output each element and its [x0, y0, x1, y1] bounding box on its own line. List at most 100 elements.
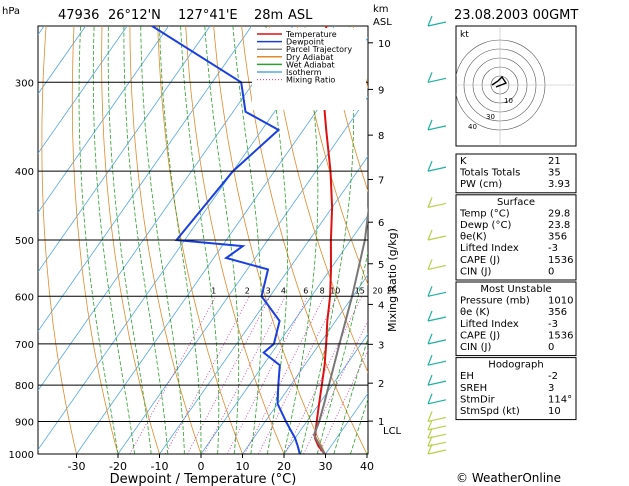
hodograph-table-value: 10	[548, 406, 561, 417]
most-unstable-value: 1536	[548, 330, 573, 341]
legend-label: Temperature	[285, 30, 337, 39]
mixing-ratio-label: 6	[303, 286, 308, 295]
wind-barb	[427, 202, 447, 209]
surface-label: Dewp (°C)	[460, 220, 511, 231]
surface-value: 356	[548, 232, 567, 243]
dry-adiabat-line	[577, 26, 629, 454]
x-tick-label: 10	[236, 460, 250, 473]
wind-barb-flag	[427, 72, 433, 83]
wet-adiabat-line	[140, 26, 185, 454]
hodograph-table-box	[455, 357, 577, 421]
wind-barb	[427, 425, 447, 431]
legend-label: Parcel Trajectory	[286, 45, 352, 54]
wet-adiabat-line	[300, 26, 355, 454]
wind-barb-flag	[427, 286, 433, 297]
hodograph-table-label: StmDir	[460, 394, 495, 405]
station-lat: 26°12'N	[108, 8, 161, 23]
most-unstable-title: Most Unstable	[480, 284, 551, 295]
km-tick-label: 4	[378, 300, 384, 311]
pressure-tick-label: 400	[15, 167, 34, 178]
wet-adiabat-line	[316, 250, 368, 454]
wind-barb	[427, 433, 447, 439]
hodograph-unit: kt	[460, 30, 469, 40]
indices-value: 35	[548, 168, 561, 179]
surface-value: -3	[548, 243, 558, 254]
most-unstable-value: 356	[548, 307, 567, 318]
wet-adiabat-line	[159, 26, 202, 454]
wind-barb	[427, 316, 447, 322]
hodograph-table-title: Hodograph	[488, 360, 543, 371]
wind-barb	[427, 360, 447, 366]
dry-adiabat-line	[213, 26, 326, 454]
wind-barb-flag	[427, 229, 433, 241]
dry-adiabat-line	[157, 26, 243, 454]
surface-value: 29.8	[548, 208, 570, 219]
x-tick-label: -10	[151, 460, 169, 473]
most-unstable-value: -3	[548, 319, 558, 330]
indices-label: Totals Totals	[459, 168, 520, 179]
mixing-ratio-label: 1	[211, 286, 216, 295]
legend-label: Isotherm	[286, 68, 322, 77]
hodograph-trace	[491, 75, 508, 88]
station-id: 47936	[58, 8, 99, 23]
lcl-label: LCL	[383, 426, 402, 437]
x-axis-title: Dewpoint / Temperature (°C)	[110, 472, 297, 486]
hodograph-table-label: StmSpd (kt)	[460, 406, 520, 417]
most-unstable-label: CIN (J)	[460, 342, 491, 353]
pressure-tick-label: 700	[15, 340, 34, 351]
indices-label: PW (cm)	[460, 179, 502, 190]
wind-barb-flag	[427, 435, 433, 447]
wind-barb	[427, 399, 447, 405]
wind-barb	[427, 264, 447, 271]
wet-adiabat-line	[232, 26, 262, 454]
legend-label: Dry Adiabat	[286, 53, 333, 62]
footer-credit: © WeatherOnline	[456, 471, 561, 485]
legend-label: Dewpoint	[286, 38, 324, 47]
wind-barb-flag	[427, 119, 433, 131]
dry-adiabat-line	[41, 26, 77, 454]
wind-barb-flag	[427, 333, 433, 345]
most-unstable-value: 1010	[548, 296, 573, 307]
wind-barb	[427, 166, 447, 172]
wind-barb-flag	[427, 354, 433, 366]
km-tick-label: 6	[378, 218, 384, 229]
surface-value: 0	[548, 266, 554, 277]
legend-label: Wet Adiabat	[286, 60, 335, 69]
dry-adiabat-line	[297, 26, 368, 286]
surface-label: θe(K)	[460, 232, 487, 243]
wind-barb-flag	[427, 310, 433, 322]
surface-label: CAPE (J)	[460, 255, 500, 266]
wind-barb-flag	[427, 374, 433, 386]
wind-barb	[427, 235, 447, 241]
wind-barb-flag	[427, 259, 433, 270]
km-tick-label: 5	[378, 260, 384, 271]
wet-adiabat-line	[333, 336, 368, 454]
pressure-tick-label: 900	[15, 417, 34, 428]
wind-barb	[427, 449, 447, 455]
surface-label: CIN (J)	[460, 266, 491, 277]
wet-adiabat-line	[265, 26, 288, 454]
x-tick-label: 30	[319, 460, 333, 473]
station-elev: 28m	[254, 8, 283, 23]
pressure-tick-label: 300	[15, 78, 34, 89]
wind-barb	[427, 339, 447, 345]
isotherm-line	[38, 26, 169, 214]
wind-barb-flag	[427, 443, 433, 455]
dry-adiabat-line	[325, 26, 368, 193]
hodograph-table-label: SREH	[460, 383, 487, 394]
mixing-ratio-label: 10	[330, 286, 340, 295]
wind-barb	[427, 291, 447, 297]
hodograph-table-label: EH	[460, 371, 474, 382]
indices-value: 3.93	[548, 179, 570, 190]
legend-label: Mixing Ratio	[286, 76, 335, 85]
dry-adiabat-line	[129, 26, 202, 454]
hodograph-ring-label: 30	[486, 113, 495, 121]
pressure-tick-label: 1000	[9, 450, 34, 461]
wind-barb-flag	[427, 419, 433, 431]
surface-label: Temp (°C)	[459, 208, 510, 219]
wind-barb-flag	[427, 393, 433, 405]
surface-label: Lifted Index	[460, 243, 519, 254]
km-tick-label: 10	[378, 39, 391, 50]
wet-adiabat-line	[107, 26, 152, 454]
